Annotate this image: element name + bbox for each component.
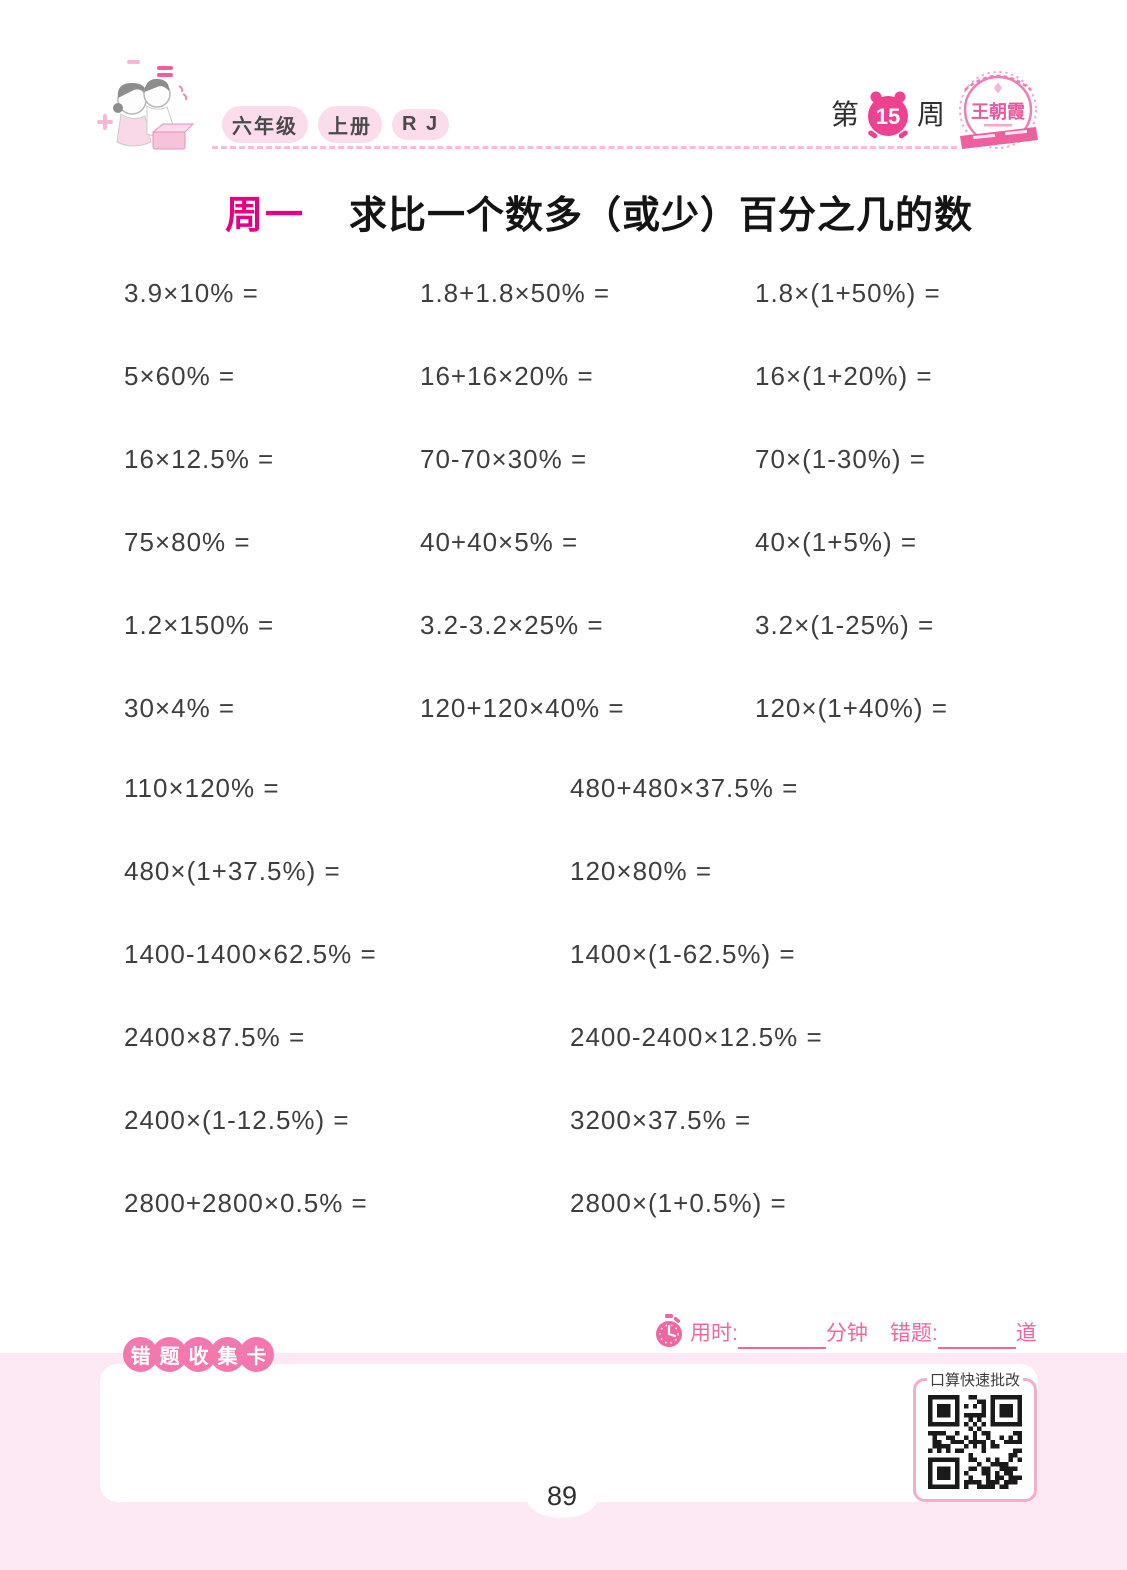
grade-label: 六年级	[222, 106, 308, 143]
qr-panel: 口算快速批改	[913, 1369, 1037, 1502]
week-number: 15	[876, 104, 900, 129]
edition-label: R J	[392, 109, 450, 140]
problem: 1.8×(1+50%) =	[755, 278, 941, 308]
brand-logo: 王朝霞	[959, 71, 1038, 149]
kids-illustration	[97, 60, 195, 150]
page-number-bump: 89	[527, 1480, 597, 1518]
stopwatch-icon	[656, 1314, 682, 1347]
day-label: 周一	[225, 195, 306, 237]
time-unit-label: 分钟	[825, 1322, 868, 1345]
problem: 3200×37.5% =	[570, 1105, 752, 1135]
week-indicator: 第 15 周	[831, 88, 945, 142]
wrong-count-label: 错题:	[889, 1322, 938, 1345]
problem: 480×(1+37.5%) =	[124, 856, 341, 886]
problem: 1400×(1-62.5%) =	[570, 939, 796, 969]
page-number: 89	[546, 1481, 578, 1511]
problem: 480+480×37.5% =	[570, 773, 799, 803]
problem: 2800+2800×0.5% =	[124, 1188, 368, 1218]
problem: 70×(1-30%) =	[755, 444, 926, 474]
volume-label: 上册	[318, 106, 382, 143]
problem: 16×(1+20%) =	[755, 361, 933, 391]
problem: 5×60% =	[124, 361, 236, 391]
problem: 16+16×20% =	[420, 361, 594, 391]
time-used-label: 用时:	[690, 1322, 738, 1345]
problem: 40×(1+5%) =	[755, 527, 918, 557]
brand-name: 王朝霞	[971, 101, 1026, 122]
week-prefix: 第	[831, 99, 860, 130]
week-suffix: 周	[917, 99, 946, 130]
page-title: 求比一个数多（或少）百分之几的数	[349, 195, 974, 237]
problem: 30×4% =	[124, 693, 236, 723]
wrong-problem-card-label: 错 题 收 集 卡	[123, 1337, 274, 1372]
problem: 3.2×(1-25%) =	[755, 610, 935, 640]
problem: 120×80% =	[570, 856, 713, 886]
grade-badge: 六年级 上册 R J	[222, 106, 450, 143]
wrong-unit-label: 道	[1015, 1322, 1037, 1345]
card-label-char: 卡	[239, 1337, 274, 1372]
problem: 70-70×30% =	[420, 444, 588, 474]
problem: 1.8+1.8×50% =	[420, 278, 611, 308]
problem: 2400×(1-12.5%) =	[124, 1105, 350, 1135]
qr-caption: 口算快速批改	[926, 1369, 1024, 1390]
timer-line: 用时: 分钟 错题: 道	[654, 1313, 1037, 1349]
problem: 2800×(1+0.5%) =	[570, 1188, 787, 1218]
problem: 120×(1+40%) =	[755, 693, 948, 723]
problem: 1.2×150% =	[124, 610, 275, 640]
problem: 2400-2400×12.5% =	[570, 1022, 823, 1052]
qr-code	[928, 1395, 1022, 1489]
time-used-blank[interactable]	[737, 1321, 826, 1349]
problem: 40+40×5% =	[420, 527, 579, 557]
problem: 120+120×40% =	[420, 693, 625, 723]
problem: 1400-1400×62.5% =	[124, 939, 377, 969]
problem: 3.9×10% =	[124, 278, 259, 308]
problem: 3.2-3.2×25% =	[420, 610, 604, 640]
card-label-char: 集	[210, 1337, 245, 1372]
problem: 2400×87.5% =	[124, 1022, 306, 1052]
lesson-title-row: 周一 求比一个数多（或少）百分之几的数	[225, 184, 973, 239]
alarm-clock-icon: 15	[868, 91, 909, 139]
header-dashed-divider	[212, 146, 957, 149]
problem: 16×12.5% =	[124, 444, 275, 474]
problem-grid-two-col: 110×120% = 480+480×37.5% = 480×(1+37.5%)…	[124, 773, 1036, 1271]
wrong-count-blank[interactable]	[937, 1321, 1016, 1349]
problem-grid-three-col: 3.9×10% = 1.8+1.8×50% = 1.8×(1+50%) = 5×…	[124, 278, 1036, 776]
problem: 110×120% =	[124, 773, 280, 803]
problem: 75×80% =	[124, 527, 251, 557]
wrong-problem-card	[100, 1364, 1038, 1502]
